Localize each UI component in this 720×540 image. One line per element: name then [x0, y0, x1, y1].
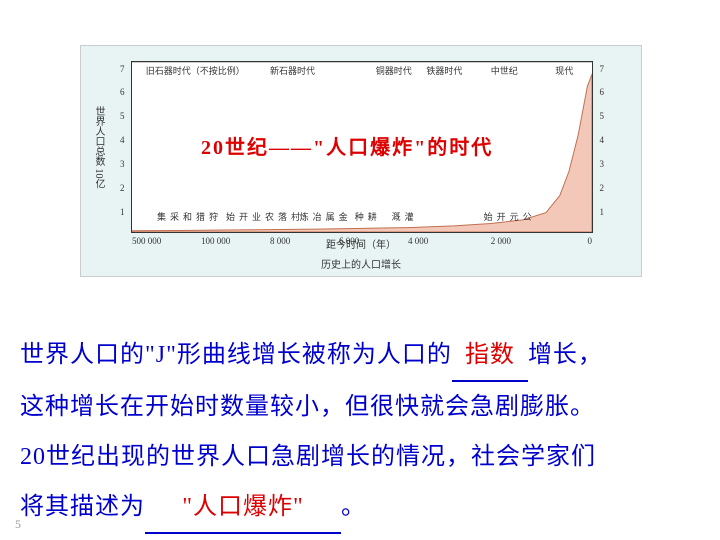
x-axis-label: 距今时间（年）	[326, 236, 396, 251]
body-paragraph: 世界人口的"J"形曲线增长被称为人口的指数增长， 这种增长在开始时数量较小，但很…	[20, 330, 700, 534]
chart-caption: 历史上的人口增长	[321, 256, 401, 271]
chart-container: 世界人口总数 10亿 旧石器时代（不按比例） 新石器时代 铜器时代 铁器时代 中…	[80, 45, 642, 277]
chart-overlay-title: 20世纪——"人口爆炸"的时代	[201, 131, 493, 160]
fill-blank-1: 指数	[452, 330, 528, 382]
y-axis-label: 世界人口总数 10亿	[91, 106, 105, 189]
page-number: 5	[15, 517, 21, 532]
fill-blank-2: "人口爆炸"	[145, 482, 341, 534]
